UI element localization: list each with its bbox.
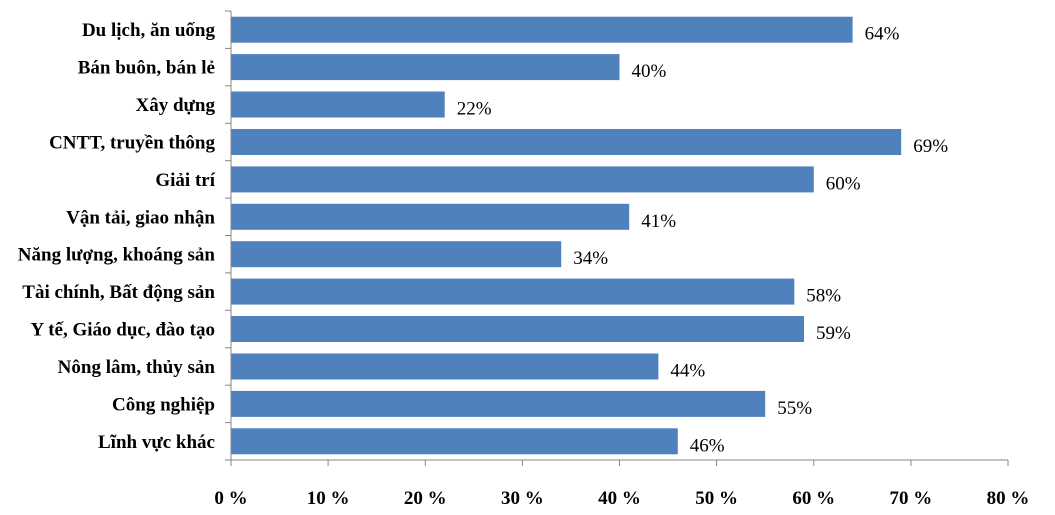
value-labels: 64% 40% 22% 69% 60% 41% 34% 58% 59% 44% 55% 46% xyxy=(457,24,949,457)
data-label: 59% xyxy=(816,323,851,344)
data-label: 41% xyxy=(641,211,676,232)
data-label: 69% xyxy=(913,136,948,157)
bar xyxy=(231,241,562,268)
category-label: Công nghiệp xyxy=(112,394,215,415)
x-tick-label: 20 % xyxy=(404,488,447,509)
category-label: Y tế, Giáo dục, đào tạo xyxy=(30,320,215,341)
data-label: 44% xyxy=(670,361,705,382)
bars-group xyxy=(231,16,902,455)
x-tick-label: 0 % xyxy=(214,488,247,509)
category-label: Vận tải, giao nhận xyxy=(66,207,215,228)
category-labels: Du lịch, ăn uống Bán buôn, bán lẻ Xây dựng… xyxy=(18,20,216,453)
bar xyxy=(231,54,620,81)
bar xyxy=(231,166,814,193)
bar xyxy=(231,278,795,305)
data-label: 40% xyxy=(632,61,667,82)
bar xyxy=(231,316,804,342)
category-label: Nông lâm, thủy sản xyxy=(58,357,216,378)
category-label: Bán buôn, bán lẻ xyxy=(78,58,215,79)
bar xyxy=(231,129,902,155)
x-tick-label: 80 % xyxy=(987,488,1030,509)
bar xyxy=(231,203,630,230)
data-label: 46% xyxy=(690,435,725,456)
data-label: 22% xyxy=(457,99,492,120)
data-label: 55% xyxy=(777,398,812,419)
x-tick-label: 60 % xyxy=(792,488,835,509)
x-tick-label: 10 % xyxy=(307,488,350,509)
bar xyxy=(231,353,659,380)
x-tick-label: 50 % xyxy=(695,488,738,509)
bar xyxy=(231,390,766,417)
data-label: 58% xyxy=(806,286,841,307)
bar xyxy=(231,91,445,118)
bar xyxy=(231,428,678,455)
category-label: CNTT, truyền thông xyxy=(49,133,215,154)
category-label: Tài chính, Bất động sản xyxy=(22,282,215,303)
category-label: Giải trí xyxy=(155,170,215,191)
category-label: Xây dựng xyxy=(135,95,215,116)
category-label: Du lịch, ăn uống xyxy=(82,20,216,41)
bar xyxy=(231,16,853,43)
axes-group: 0 % 10 % 20 % 30 % 40 % 50 % 60 % 70 % 80 % xyxy=(214,10,1030,509)
x-tick-label: 70 % xyxy=(890,488,933,509)
category-label: Lĩnh vực khác xyxy=(98,432,215,453)
category-label: Năng lượng, khoáng sản xyxy=(18,245,216,266)
data-label: 64% xyxy=(865,24,900,45)
x-tick-label: 30 % xyxy=(501,488,544,509)
x-tick-label: 40 % xyxy=(598,488,641,509)
data-label: 60% xyxy=(826,173,861,194)
data-label: 34% xyxy=(573,248,608,269)
